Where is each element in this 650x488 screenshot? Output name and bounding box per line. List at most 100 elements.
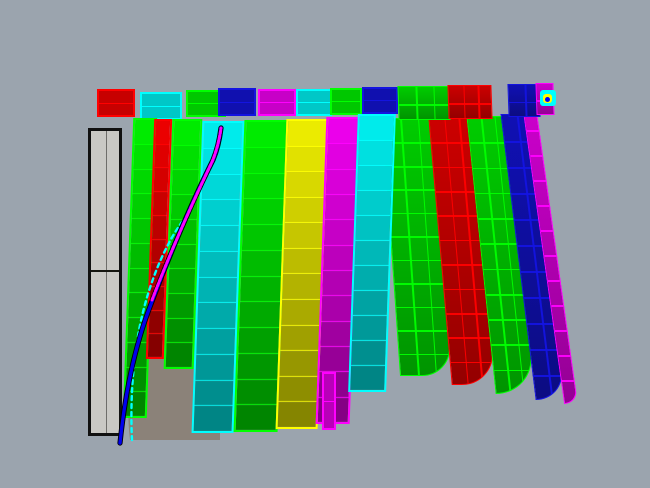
element-cell [149, 286, 165, 311]
element-cell [244, 147, 286, 174]
top-tile-5 [258, 89, 296, 116]
element-cell [243, 173, 285, 200]
strip-magenta-vertical [322, 372, 336, 430]
mesh-gridline-horizontal [392, 259, 444, 262]
block-green-top [397, 86, 451, 120]
top-tile-label [260, 91, 294, 103]
element-cell [285, 172, 325, 198]
element-cell [198, 277, 237, 304]
mesh-gridline-horizontal [478, 218, 517, 220]
top-tile-label [99, 104, 133, 116]
mesh-gridline-vertical [463, 86, 466, 118]
element-cell [325, 169, 357, 195]
mesh-gridline-horizontal [431, 142, 474, 144]
element-cell [202, 148, 242, 175]
top-tile-label [220, 103, 254, 115]
element-cell [283, 223, 323, 249]
element-cell [319, 346, 351, 373]
element-cell [352, 291, 388, 316]
top-tile-label [298, 91, 330, 103]
element-cell [357, 166, 393, 191]
element-cell [130, 219, 152, 244]
mesh-gridline-horizontal [470, 142, 509, 144]
block-magenta-top [535, 83, 555, 115]
element-cell [194, 380, 234, 407]
element-cell [197, 303, 237, 329]
element-cell [286, 146, 326, 173]
element-cell [133, 144, 155, 170]
element-cell [147, 334, 163, 358]
mesh-gridline-vertical [444, 118, 469, 384]
top-tile-label [298, 103, 330, 114]
mesh-gridline-horizontal [449, 103, 492, 105]
element-cell [150, 263, 166, 287]
wall-divider-horizontal [91, 269, 119, 272]
element-cell [169, 244, 196, 270]
element-cell [198, 251, 238, 278]
element-cell [129, 268, 150, 294]
element-cell [170, 195, 198, 220]
mesh-gridline-horizontal [486, 293, 525, 296]
top-tile-label [142, 107, 180, 119]
mesh-gridline-horizontal [530, 155, 543, 157]
mesh-gridline-horizontal [391, 236, 442, 238]
mesh-gridline-horizontal [446, 312, 489, 315]
element-cell [129, 243, 151, 269]
element-cell [326, 144, 358, 170]
top-tile-label [332, 102, 360, 113]
element-cell [321, 296, 353, 322]
mesh-gridline-horizontal [440, 239, 483, 242]
element-cell [167, 293, 195, 319]
element-cell [355, 216, 391, 241]
mesh-gridline-horizontal [437, 215, 481, 218]
element-cell [125, 367, 147, 393]
element-cell [282, 248, 322, 275]
top-tile-label [142, 94, 180, 107]
element-cell [242, 199, 284, 225]
mesh-gridline-horizontal [540, 230, 553, 232]
block-red-top [447, 85, 493, 119]
mesh-gridline-horizontal [509, 101, 540, 104]
element-cell [277, 402, 317, 427]
mesh-gridline-horizontal [537, 205, 550, 207]
element-cell [320, 321, 352, 347]
element-cell [279, 351, 319, 377]
element-cell-vertical [324, 374, 334, 402]
element-cell [132, 169, 154, 195]
element-cell [196, 329, 236, 355]
element-cell [238, 328, 280, 354]
element-cell [151, 215, 167, 240]
top-tile-label [332, 90, 360, 102]
top-tile-label [99, 91, 133, 104]
element-cell [237, 353, 279, 380]
mesh-gridline-horizontal [480, 243, 519, 245]
mesh-gridline-horizontal [448, 337, 491, 339]
mesh-gridline-horizontal [526, 130, 539, 132]
mesh-gridline-vertical [415, 87, 419, 119]
element-cell [278, 376, 318, 403]
mesh-gridline-horizontal [523, 297, 553, 299]
element-cell [287, 121, 327, 147]
top-tile-label [364, 101, 396, 112]
mesh-gridline-horizontal [444, 288, 487, 291]
mesh-gridline-vertical [433, 87, 436, 119]
element-cell [350, 366, 386, 390]
mesh-gridline-horizontal [475, 192, 514, 195]
element-cell [193, 406, 233, 431]
element-cell [169, 219, 197, 245]
element-cell [165, 343, 193, 368]
element-cell [172, 145, 200, 171]
mesh-gridline-horizontal [491, 344, 530, 347]
mesh-gridline-horizontal [561, 380, 574, 382]
top-tile-4 [218, 88, 256, 116]
element-cell [152, 192, 168, 216]
element-cell [239, 302, 281, 328]
mesh-gridline-horizontal [483, 268, 522, 271]
element-cell [173, 121, 201, 146]
element-cell [282, 274, 321, 301]
element-cell [236, 379, 278, 406]
element-cell [351, 316, 387, 341]
mesh-gridline-horizontal [396, 306, 447, 309]
element-cell [200, 200, 240, 226]
